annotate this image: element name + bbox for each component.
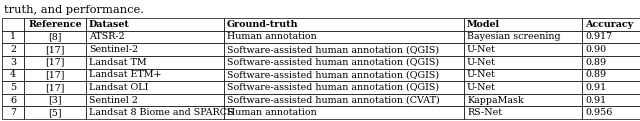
Bar bbox=[2, 56, 24, 68]
Bar bbox=[464, 106, 582, 119]
Text: 0.956: 0.956 bbox=[585, 108, 612, 117]
Bar bbox=[464, 43, 582, 56]
Text: U-Net: U-Net bbox=[467, 58, 496, 67]
Text: Landsat 8 Biome and SPARCS: Landsat 8 Biome and SPARCS bbox=[89, 108, 234, 117]
Text: Sentinel-2: Sentinel-2 bbox=[89, 45, 138, 54]
Text: U-Net: U-Net bbox=[467, 70, 496, 79]
Text: 5: 5 bbox=[10, 83, 16, 92]
Text: RS-Net: RS-Net bbox=[467, 108, 502, 117]
Text: 6: 6 bbox=[10, 96, 16, 105]
Bar bbox=[86, 31, 224, 43]
Text: Bayesian screening: Bayesian screening bbox=[467, 32, 561, 41]
Bar bbox=[2, 68, 24, 81]
Text: Human annotation: Human annotation bbox=[227, 108, 317, 117]
Bar bbox=[224, 106, 464, 119]
Text: 0.90: 0.90 bbox=[585, 45, 606, 54]
Text: 0.917: 0.917 bbox=[585, 32, 612, 41]
Text: ATSR-2: ATSR-2 bbox=[89, 32, 125, 41]
Text: Dataset: Dataset bbox=[89, 20, 130, 29]
Text: [8]: [8] bbox=[48, 32, 61, 41]
Bar bbox=[86, 106, 224, 119]
Text: [17]: [17] bbox=[45, 83, 65, 92]
Text: [5]: [5] bbox=[48, 108, 62, 117]
Text: U-Net: U-Net bbox=[467, 83, 496, 92]
Bar bbox=[86, 68, 224, 81]
Bar bbox=[24, 56, 86, 68]
Bar bbox=[86, 56, 224, 68]
Bar bbox=[24, 94, 86, 106]
Text: [17]: [17] bbox=[45, 58, 65, 67]
Bar bbox=[582, 81, 640, 94]
Text: 0.89: 0.89 bbox=[585, 58, 606, 67]
Text: 0.91: 0.91 bbox=[585, 96, 606, 105]
Bar bbox=[86, 18, 224, 31]
Text: 1: 1 bbox=[10, 32, 16, 41]
Bar bbox=[224, 94, 464, 106]
Bar bbox=[582, 106, 640, 119]
Text: [3]: [3] bbox=[48, 96, 62, 105]
Bar bbox=[24, 68, 86, 81]
Text: 4: 4 bbox=[10, 70, 16, 79]
Text: Landsat ETM+: Landsat ETM+ bbox=[89, 70, 161, 79]
Bar bbox=[224, 31, 464, 43]
Bar bbox=[582, 68, 640, 81]
Bar bbox=[582, 18, 640, 31]
Text: U-Net: U-Net bbox=[467, 45, 496, 54]
Text: Software-assisted human annotation (QGIS): Software-assisted human annotation (QGIS… bbox=[227, 70, 439, 79]
Text: Human annotation: Human annotation bbox=[227, 32, 317, 41]
Text: Reference: Reference bbox=[28, 20, 82, 29]
Bar bbox=[2, 94, 24, 106]
Bar bbox=[464, 18, 582, 31]
Bar bbox=[464, 94, 582, 106]
Text: Software-assisted human annotation (QGIS): Software-assisted human annotation (QGIS… bbox=[227, 45, 439, 54]
Bar bbox=[464, 81, 582, 94]
Text: Software-assisted human annotation (QGIS): Software-assisted human annotation (QGIS… bbox=[227, 83, 439, 92]
Bar bbox=[582, 31, 640, 43]
Text: Software-assisted human annotation (QGIS): Software-assisted human annotation (QGIS… bbox=[227, 58, 439, 67]
Text: Software-assisted human annotation (CVAT): Software-assisted human annotation (CVAT… bbox=[227, 96, 440, 105]
Bar bbox=[224, 43, 464, 56]
Bar bbox=[2, 18, 24, 31]
Bar bbox=[224, 68, 464, 81]
Bar bbox=[464, 56, 582, 68]
Text: Ground-truth: Ground-truth bbox=[227, 20, 298, 29]
Text: 0.89: 0.89 bbox=[585, 70, 606, 79]
Bar bbox=[224, 56, 464, 68]
Bar bbox=[24, 31, 86, 43]
Bar bbox=[224, 81, 464, 94]
Text: truth, and performance.: truth, and performance. bbox=[4, 5, 144, 15]
Bar bbox=[86, 43, 224, 56]
Bar bbox=[582, 94, 640, 106]
Text: [17]: [17] bbox=[45, 70, 65, 79]
Bar bbox=[2, 31, 24, 43]
Text: Landsat OLI: Landsat OLI bbox=[89, 83, 148, 92]
Bar bbox=[2, 106, 24, 119]
Bar bbox=[24, 18, 86, 31]
Text: Sentinel 2: Sentinel 2 bbox=[89, 96, 138, 105]
Text: Model: Model bbox=[467, 20, 500, 29]
Bar bbox=[86, 94, 224, 106]
Text: Landsat TM: Landsat TM bbox=[89, 58, 147, 67]
Bar bbox=[582, 43, 640, 56]
Bar bbox=[224, 18, 464, 31]
Text: 2: 2 bbox=[10, 45, 16, 54]
Bar bbox=[582, 56, 640, 68]
Text: 0.91: 0.91 bbox=[585, 83, 606, 92]
Bar bbox=[2, 43, 24, 56]
Text: Accuracy: Accuracy bbox=[585, 20, 633, 29]
Bar bbox=[24, 106, 86, 119]
Bar bbox=[86, 81, 224, 94]
Text: 3: 3 bbox=[10, 58, 16, 67]
Bar bbox=[2, 81, 24, 94]
Text: 7: 7 bbox=[10, 108, 16, 117]
Text: KappaMask: KappaMask bbox=[467, 96, 524, 105]
Text: [17]: [17] bbox=[45, 45, 65, 54]
Bar bbox=[24, 43, 86, 56]
Bar bbox=[464, 31, 582, 43]
Bar bbox=[24, 81, 86, 94]
Bar bbox=[464, 68, 582, 81]
